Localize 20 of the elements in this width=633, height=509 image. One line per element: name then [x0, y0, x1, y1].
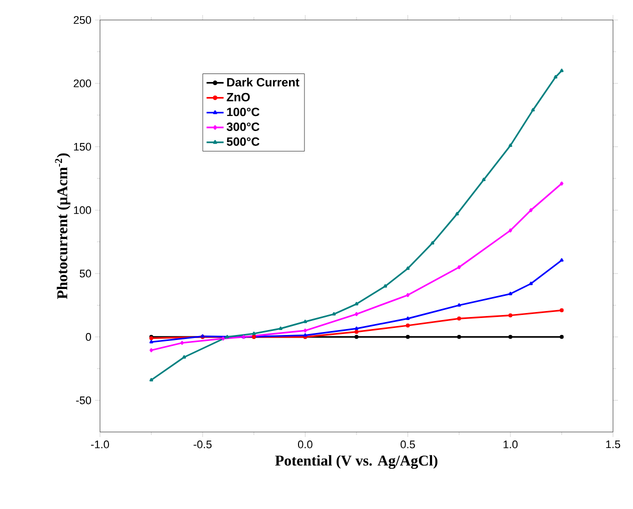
- y-tick-label: 250: [74, 16, 92, 24]
- x-tick-label: -1.0: [91, 440, 110, 448]
- x-tick-label: 1.5: [606, 440, 620, 448]
- x-tick-label: -0.5: [194, 440, 212, 448]
- y-tick-label: 100: [74, 206, 92, 214]
- x-tick-label: 0.0: [298, 440, 312, 448]
- legend-label: Dark Current: [227, 78, 300, 87]
- legend-label: 500°C: [226, 137, 260, 146]
- y-tick-label: -50: [76, 396, 92, 404]
- y-tick-label: 200: [74, 80, 92, 88]
- x-tick-label: 0.5: [400, 440, 415, 448]
- x-tick-label: 1.0: [504, 440, 518, 448]
- x-axis-title: Potential (V vs. Ag/AgCl): [275, 455, 438, 469]
- y-axis-title: Photocurrent (μAcm$^{-2}$): [55, 153, 70, 299]
- legend-label: 300°C: [226, 122, 260, 132]
- y-tick-label: 0: [86, 333, 92, 341]
- y-tick-label: 150: [74, 142, 92, 151]
- legend-label: 100°C: [227, 108, 260, 116]
- legend-label: ZnO: [226, 92, 250, 102]
- y-tick-label: 50: [80, 270, 92, 278]
